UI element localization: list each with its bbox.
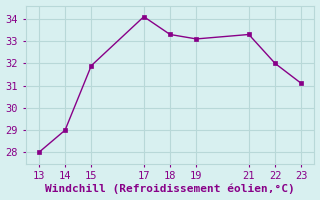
X-axis label: Windchill (Refroidissement éolien,°C): Windchill (Refroidissement éolien,°C) bbox=[45, 184, 295, 194]
